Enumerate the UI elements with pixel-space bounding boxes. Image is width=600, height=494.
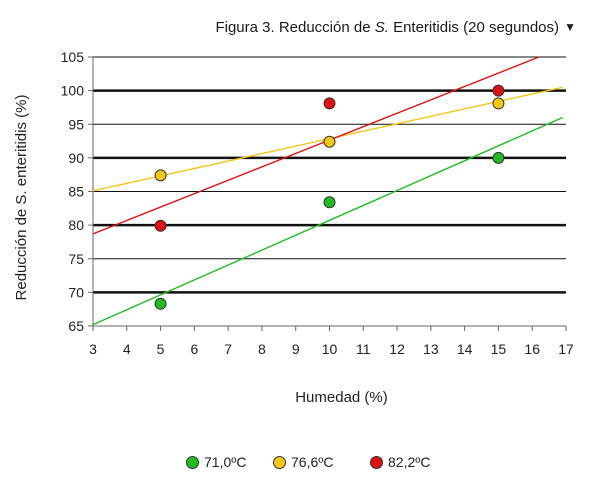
y-tick-label-85: 85 [68, 184, 84, 200]
x-tick-label-5: 5 [157, 341, 165, 357]
legend-marker-icon [273, 455, 286, 469]
y-tick-label-65: 65 [68, 318, 84, 334]
legend: 71,0ºC 76,6ºC 82,2ºC [0, 454, 600, 474]
y-tick-label-90: 90 [68, 150, 84, 166]
y-axis-label: Reducción de S. enteritidis (%) [13, 95, 30, 301]
y-tick-label-70: 70 [68, 284, 84, 300]
x-tick-label-14: 14 [457, 341, 473, 357]
data-point-series-2-1 [154, 169, 167, 182]
y-tick-label-75: 75 [68, 251, 84, 267]
chart-title: Figura 3. Reducción de S. Enteritidis (2… [215, 19, 559, 36]
legend-label: 76,6ºC [291, 454, 334, 470]
x-tick-label-10: 10 [322, 341, 338, 357]
legend-label: 82,2ºC [388, 454, 431, 470]
trendlines [92, 56, 563, 326]
x-tick-label-15: 15 [491, 341, 507, 357]
x-tick-label-16: 16 [524, 341, 540, 357]
tick-labels: 65 70 75 80 85 90 95 100 105 3 4 5 6 7 8 9 10 11 12 13 14 15 1… [61, 49, 574, 357]
legend-item-1: 71,0ºC [186, 454, 246, 470]
x-tick-label-6: 6 [190, 341, 198, 357]
x-tick-label-3: 3 [89, 341, 97, 357]
legend-item-3: 82,2ºC [370, 454, 430, 470]
y-tick-label-105: 105 [61, 49, 85, 65]
y-tick-label-100: 100 [61, 83, 85, 99]
legend-marker-icon [186, 455, 199, 469]
y-tick-label-80: 80 [68, 217, 84, 233]
data-point-series-2-3 [492, 97, 505, 110]
legend-label: 71,0ºC [204, 454, 247, 470]
axes [88, 56, 567, 331]
x-tick-label-12: 12 [389, 341, 405, 357]
x-tick-label-13: 13 [423, 341, 439, 357]
x-tick-label-9: 9 [292, 341, 300, 357]
data-point-series-3-3 [492, 84, 505, 97]
data-point-series-1-3 [492, 151, 505, 164]
chart-title-suffix: Enteritidis (20 segundos) [388, 19, 559, 36]
legend-item-2: 76,6ºC [273, 454, 333, 470]
y-tick-label-95: 95 [68, 116, 84, 132]
chevron-down-icon[interactable]: ▼ [564, 20, 576, 34]
x-axis-label: Humedad (%) [295, 389, 388, 406]
chart-title-italic: S. [374, 19, 389, 36]
data-point-series-3-2 [323, 97, 336, 110]
x-tick-label-11: 11 [356, 341, 371, 357]
x-tick-label-8: 8 [258, 341, 266, 357]
data-point-series-3-1 [154, 219, 167, 232]
trendline-series-1 [92, 116, 563, 326]
data-point-series-1-2 [323, 196, 336, 209]
x-tick-label-7: 7 [224, 341, 232, 357]
data-points [154, 84, 505, 310]
data-point-series-1-1 [154, 297, 167, 310]
x-tick-label-17: 17 [558, 341, 574, 357]
legend-marker-icon [370, 455, 383, 469]
chart-title-prefix: Figura 3. Reducción de [215, 19, 375, 36]
data-point-series-2-2 [323, 135, 336, 148]
x-tick-label-4: 4 [123, 341, 131, 357]
grid-lines [93, 56, 566, 294]
trendline-series-3 [92, 56, 540, 235]
